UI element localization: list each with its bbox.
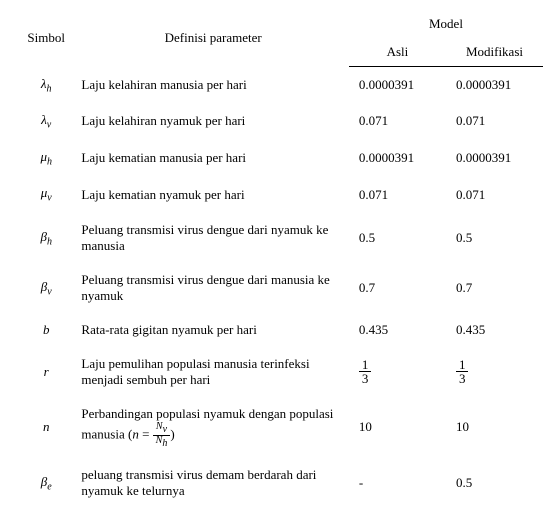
table-row: r Laju pemulihan populasi manusia terinfe…	[15, 347, 543, 397]
eq-equals: =	[139, 426, 153, 441]
definisi-cell: Rata-rata gigitan nyamuk per hari	[77, 313, 349, 347]
symbol-subscript: v	[47, 193, 51, 204]
modifikasi-cell: 10	[446, 397, 543, 458]
symbol-subscript: v	[47, 286, 51, 297]
fraction: NvNh	[153, 422, 171, 449]
symbol-cell: r	[15, 347, 77, 397]
modifikasi-cell: 0.0000391	[446, 140, 543, 177]
symbol-cell: λh	[15, 67, 77, 104]
definisi-cell: Peluang transmisi virus dengue dari manu…	[77, 263, 349, 313]
table-row: bRata-rata gigitan nyamuk per hari0.4350…	[15, 313, 543, 347]
table-row: λvLaju kelahiran nyamuk per hari0.0710.0…	[15, 103, 543, 140]
definisi-cell: Laju pemulihan populasi manusia terinfek…	[77, 347, 349, 397]
table-row: βvPeluang transmisi virus dengue dari ma…	[15, 263, 543, 313]
asli-cell: 0.7	[349, 263, 446, 313]
fraction-denominator: 3	[456, 372, 469, 385]
modifikasi-cell: 13	[446, 347, 543, 397]
symbol-cell: βv	[15, 263, 77, 313]
table-row: βhPeluang transmisi virus dengue dari ny…	[15, 213, 543, 263]
symbol-base: n	[43, 419, 50, 434]
symbol-cell: μh	[15, 140, 77, 177]
definisi-cell: Laju kematian nyamuk per hari	[77, 176, 349, 213]
definisi-text: Perbandingan populasi nyamuk dengan popu…	[81, 406, 333, 441]
definisi-suffix: )	[170, 426, 174, 441]
symbol-cell: βe	[15, 458, 77, 508]
symbol-subscript: v	[47, 120, 51, 131]
symbol-cell: λv	[15, 103, 77, 140]
symbol-cell: n	[15, 397, 77, 458]
header-model: Model	[349, 10, 543, 38]
symbol-subscript: h	[47, 83, 52, 94]
fraction-numerator: 1	[456, 358, 469, 372]
table-row: βepeluang transmisi virus demam berdarah…	[15, 458, 543, 508]
modifikasi-cell: 0.071	[446, 103, 543, 140]
modifikasi-cell: 0.7	[446, 263, 543, 313]
asli-cell: 10	[349, 397, 446, 458]
definisi-cell: peluang transmisi virus demam berdarah d…	[77, 458, 349, 508]
modifikasi-cell: 0.0000391	[446, 67, 543, 104]
fraction-denominator: 3	[359, 372, 372, 385]
fraction: 13	[359, 358, 372, 385]
asli-cell: 0.0000391	[349, 67, 446, 104]
modifikasi-cell: 0.435	[446, 313, 543, 347]
symbol-subscript: h	[47, 156, 52, 167]
fraction: 13	[456, 358, 469, 385]
header-simbol: Simbol	[15, 10, 77, 67]
symbol-subscript: e	[47, 481, 51, 492]
fraction-denominator: Nh	[153, 436, 171, 449]
symbol-cell: b	[15, 313, 77, 347]
asli-cell: 0.435	[349, 313, 446, 347]
asli-cell: 0.071	[349, 176, 446, 213]
symbol-subscript: h	[47, 236, 52, 247]
fraction-numerator: Nv	[153, 422, 171, 436]
asli-cell: 0.0000391	[349, 140, 446, 177]
definisi-cell: Peluang transmisi virus dengue dari nyam…	[77, 213, 349, 263]
table-row: λhLaju kelahiran manusia per hari0.00003…	[15, 67, 543, 104]
definisi-cell: Laju kelahiran nyamuk per hari	[77, 103, 349, 140]
header-asli: Asli	[349, 38, 446, 67]
header-modifikasi: Modifikasi	[446, 38, 543, 67]
definisi-cell: Laju kematian manusia per hari	[77, 140, 349, 177]
asli-cell: -	[349, 458, 446, 508]
parameter-table: Simbol Definisi parameter Model Asli Mod…	[15, 10, 543, 508]
definisi-cell: Laju kelahiran manusia per hari	[77, 67, 349, 104]
header-definisi: Definisi parameter	[77, 10, 349, 67]
modifikasi-cell: 0.5	[446, 213, 543, 263]
table-row: n Perbandingan populasi nyamuk dengan pop…	[15, 397, 543, 458]
table-row: μhLaju kematian manusia per hari0.000039…	[15, 140, 543, 177]
symbol-cell: μv	[15, 176, 77, 213]
table-row: μvLaju kematian nyamuk per hari0.0710.07…	[15, 176, 543, 213]
symbol-cell: βh	[15, 213, 77, 263]
fraction-numerator: 1	[359, 358, 372, 372]
symbol-base: r	[44, 364, 49, 379]
symbol-base: b	[43, 322, 50, 337]
asli-cell: 13	[349, 347, 446, 397]
definisi-cell: Perbandingan populasi nyamuk dengan popu…	[77, 397, 349, 458]
modifikasi-cell: 0.071	[446, 176, 543, 213]
asli-cell: 0.5	[349, 213, 446, 263]
asli-cell: 0.071	[349, 103, 446, 140]
modifikasi-cell: 0.5	[446, 458, 543, 508]
